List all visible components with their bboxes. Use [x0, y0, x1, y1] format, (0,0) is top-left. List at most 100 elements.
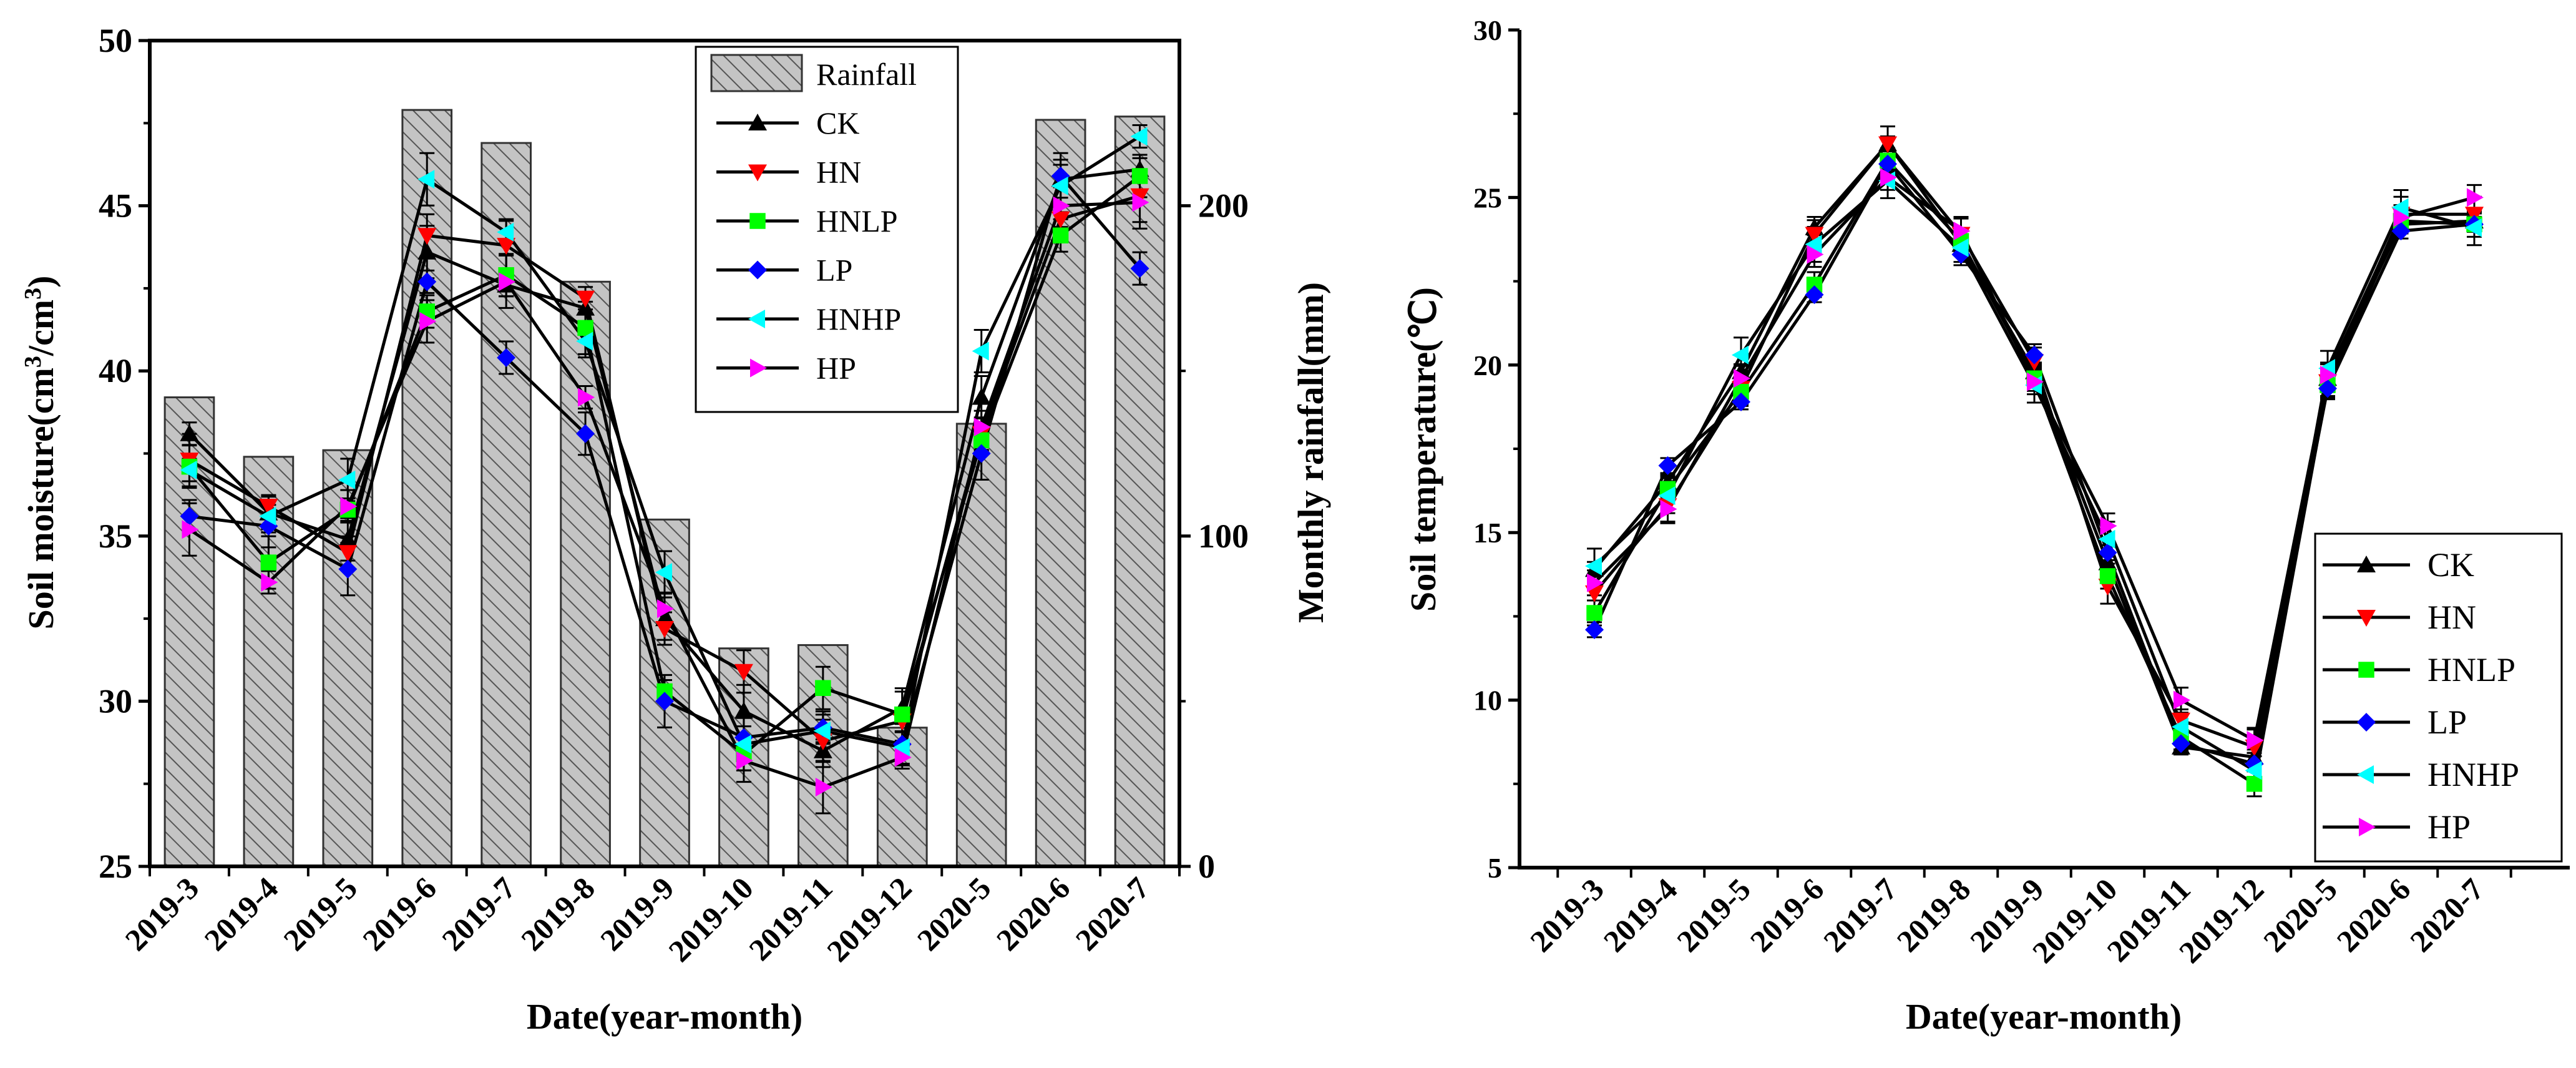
legend-marker [2357, 556, 2376, 572]
data-point [1878, 136, 1897, 154]
data-point [2467, 188, 2484, 207]
rainfall-bar [560, 280, 611, 868]
data-point [1878, 154, 1897, 174]
data-point [973, 418, 991, 437]
y-tick-label: 30 [99, 682, 132, 720]
data-point [576, 424, 595, 443]
data-point [338, 559, 358, 579]
rainfall-bar [955, 423, 1007, 868]
legend-marker [750, 358, 767, 378]
x-tick-label: 2020-5 [910, 870, 998, 958]
x-tick-label: 2019-11 [742, 870, 839, 967]
data-point [1880, 168, 1897, 187]
data-point [497, 348, 516, 368]
data-point [2098, 529, 2115, 549]
legend-label: Rainfall [816, 57, 917, 92]
data-point [2099, 568, 2116, 584]
data-point [2393, 208, 2411, 227]
legend-label: HNLP [2427, 651, 2515, 688]
data-point [1053, 196, 1070, 215]
data-point [2247, 731, 2264, 750]
data-point [973, 432, 990, 449]
x-tick-label: 2019-12 [820, 870, 918, 968]
x-tick-label: 2019-6 [356, 870, 443, 958]
data-point [1130, 259, 1149, 278]
data-point [2246, 776, 2263, 792]
y-tick-label: 50 [99, 22, 132, 59]
data-point [578, 388, 595, 407]
x-tick-label: 2019-5 [276, 870, 364, 958]
soil-moisture-chart: 25 30 35 40 45 50 0 100 200 2019-32019-42019-52… [20, 22, 1331, 1037]
y-axis-ticks: 25 30 35 40 45 50 [99, 22, 150, 885]
data-point [734, 702, 753, 719]
y-tick-label: 35 [99, 517, 132, 555]
y-axis-title: Soil moisture(cm3/cm3) [20, 276, 61, 630]
data-point [2318, 379, 2337, 398]
data-point [655, 692, 674, 711]
rainfall-bars [163, 109, 1166, 868]
x-tick-label: 2019-3 [1523, 871, 1611, 959]
data-point [657, 599, 674, 619]
data-point [1051, 176, 1068, 195]
y-tick-label: 30 [1473, 14, 1502, 46]
data-point [655, 563, 672, 582]
y-tick-label: 15 [1473, 517, 1502, 549]
data-point [417, 272, 437, 291]
data-point [1131, 168, 1148, 184]
x-tick-label: 2019-7 [1817, 871, 1904, 959]
data-point [417, 228, 437, 245]
data-point [1130, 188, 1149, 205]
data-point [261, 572, 278, 592]
x-tick-label: 2020-6 [2330, 871, 2417, 959]
x-axis-ticks: 2019-32019-42019-52019-62019-72019-82019… [1523, 868, 2512, 970]
data-point [655, 620, 674, 638]
y2-tick-label: 200 [1198, 187, 1249, 225]
data-point [2098, 543, 2117, 562]
x-tick-label: 2020-5 [2256, 871, 2344, 959]
legend-marker [748, 260, 767, 280]
legend-frame [695, 46, 959, 413]
data-point [338, 470, 356, 489]
legend-label: CK [2427, 546, 2474, 584]
data-point [1585, 556, 1602, 576]
y-tick-label: 45 [99, 187, 132, 225]
x-axis-title: Date(year-month) [527, 996, 803, 1037]
data-point [894, 748, 912, 767]
data-point [2391, 222, 2411, 241]
y-axis-ticks: 5 10 15 20 25 30 [1473, 14, 1520, 884]
data-point [1658, 486, 1676, 506]
x-tick-label: 2020-7 [2403, 871, 2491, 959]
data-point [972, 444, 991, 463]
data-point [972, 341, 989, 361]
data-point [1052, 227, 1069, 243]
legend-marker [748, 310, 765, 328]
data-point [180, 507, 199, 526]
data-point [417, 242, 437, 260]
series-markers [180, 127, 1149, 796]
y-tick-label: 20 [1473, 350, 1502, 381]
data-point [734, 664, 753, 681]
data-point [2172, 712, 2190, 730]
data-point [1132, 193, 1149, 212]
data-point [656, 683, 673, 700]
legend-label: HNHP [816, 301, 901, 336]
data-point [734, 735, 751, 754]
legend-label: HP [816, 351, 856, 386]
x-tick-label: 2019-8 [514, 870, 602, 958]
rainfall-bar [1114, 115, 1166, 868]
data-point [2174, 690, 2190, 710]
data-point [1587, 573, 1604, 592]
data-point [180, 424, 199, 441]
legend-marker [2357, 765, 2374, 784]
data-point [1130, 127, 1148, 146]
data-point [2172, 734, 2190, 753]
legend-marker [748, 164, 767, 182]
x-tick-label: 2019-6 [1744, 871, 1831, 959]
data-point [1733, 383, 1749, 400]
legend-label: HN [2427, 599, 2476, 636]
data-point [338, 545, 358, 562]
x-tick-label: 2019-8 [1890, 871, 1978, 959]
data-point [259, 499, 278, 516]
legend-label: HNHP [2427, 756, 2519, 793]
data-point [1660, 499, 1677, 519]
